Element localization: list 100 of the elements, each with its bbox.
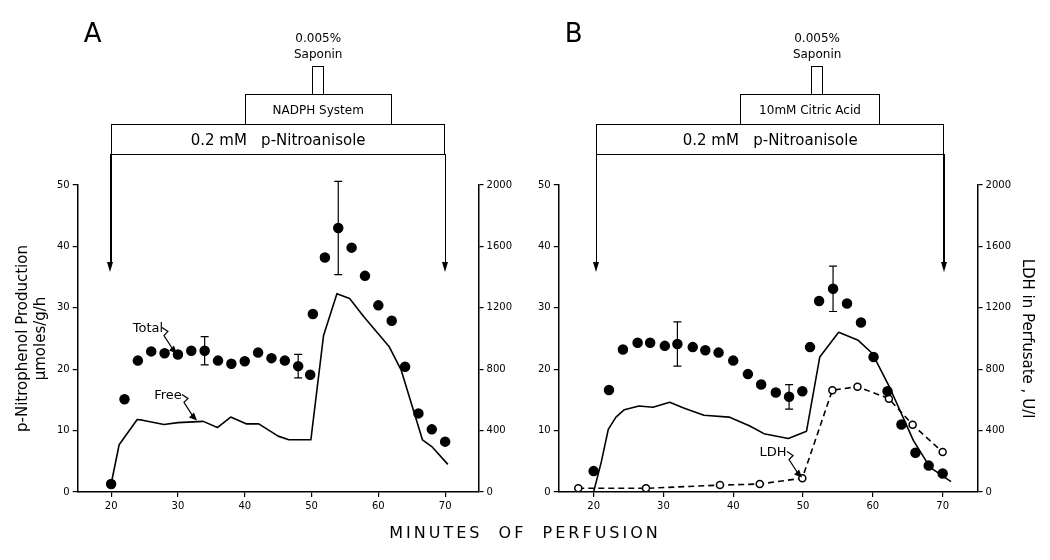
point xyxy=(700,344,711,356)
point xyxy=(603,384,615,396)
x-tick-label: 30 xyxy=(171,499,185,511)
point xyxy=(159,347,170,359)
point xyxy=(882,386,893,397)
y2-tick-label: 1200 xyxy=(985,301,1011,313)
point xyxy=(813,295,825,307)
point xyxy=(386,315,397,326)
y-tick-label: 40 xyxy=(537,239,551,251)
y2-tick-label: 2000 xyxy=(985,178,1011,190)
annotation: LDH xyxy=(759,444,787,460)
point xyxy=(804,341,816,353)
point xyxy=(896,419,907,430)
x-axis-title: MINUTES OF PERFUSION xyxy=(389,522,661,542)
point xyxy=(426,424,438,435)
point xyxy=(279,355,291,366)
y-tick-label: 50 xyxy=(56,178,70,190)
x-tick-label: 20 xyxy=(104,499,118,511)
point xyxy=(797,386,808,397)
point xyxy=(105,478,117,490)
y2-tick-label: 400 xyxy=(985,424,1005,436)
point xyxy=(770,387,782,398)
point xyxy=(755,479,765,489)
point xyxy=(266,352,277,364)
x-tick-label: 20 xyxy=(587,499,600,511)
point xyxy=(212,355,224,366)
y2-tick-label: 1600 xyxy=(985,239,1011,251)
x-tick-label: 40 xyxy=(726,499,740,511)
y2-tick-label: 800 xyxy=(486,362,506,374)
chart-title: A xyxy=(83,18,102,48)
x-tick-label: 50 xyxy=(305,499,318,511)
y-tick-label: 50 xyxy=(537,178,551,190)
x-tick-label: 40 xyxy=(238,499,252,511)
y2-tick-label: 800 xyxy=(985,362,1005,374)
point xyxy=(855,317,867,328)
annotation: Total xyxy=(131,320,164,336)
y2-tick-label: 1200 xyxy=(486,301,512,313)
point xyxy=(399,361,411,372)
point xyxy=(937,468,948,479)
y-tick-label: 30 xyxy=(56,301,70,313)
point xyxy=(659,340,671,352)
point xyxy=(742,368,754,380)
point xyxy=(727,355,739,366)
y2-tick-label: 400 xyxy=(486,424,506,436)
x-tick-label: 60 xyxy=(371,499,385,511)
y-axis-title: p-Nitrophenol Production μmoles/g/h xyxy=(12,245,49,432)
point xyxy=(145,346,157,357)
point xyxy=(373,300,384,311)
point xyxy=(715,480,725,490)
y2-tick-label: 0 xyxy=(486,485,493,497)
y-tick-label: 10 xyxy=(56,424,70,436)
y-tick-label: 20 xyxy=(56,362,70,374)
point xyxy=(908,420,917,430)
point xyxy=(632,337,643,349)
point xyxy=(226,358,237,369)
chart-title: B xyxy=(564,18,583,48)
annotation: Free xyxy=(154,387,182,403)
point xyxy=(910,447,921,458)
point xyxy=(713,347,724,358)
point xyxy=(413,408,424,419)
x-tick-label: 50 xyxy=(796,499,810,511)
x-tick-label: 70 xyxy=(936,499,950,511)
x-tick-label: 70 xyxy=(438,499,452,511)
point xyxy=(304,369,316,380)
y2-tick-label: 1600 xyxy=(486,239,512,251)
point xyxy=(755,379,767,390)
y-tick-label: 10 xyxy=(537,424,551,436)
y2-tick-label: 0 xyxy=(985,485,992,497)
y-tick-label: 20 xyxy=(537,362,551,374)
point xyxy=(346,242,357,253)
point xyxy=(868,351,879,363)
y-tick-label: 40 xyxy=(56,239,70,251)
point xyxy=(239,355,250,367)
point xyxy=(319,252,331,263)
point xyxy=(938,447,947,457)
point xyxy=(853,382,862,391)
point xyxy=(884,394,894,403)
point xyxy=(307,308,319,320)
point xyxy=(841,298,853,309)
point xyxy=(252,347,264,358)
point xyxy=(132,355,144,366)
y-tick-label: 0 xyxy=(63,485,70,497)
y-tick-label: 30 xyxy=(537,301,551,313)
point xyxy=(588,465,599,477)
point xyxy=(172,349,184,360)
point xyxy=(186,345,197,357)
x-tick-label: 60 xyxy=(866,499,880,511)
point xyxy=(923,460,934,471)
point xyxy=(119,394,130,405)
point xyxy=(798,473,807,483)
point xyxy=(644,337,656,349)
point xyxy=(439,436,451,447)
point xyxy=(617,344,629,355)
point xyxy=(574,484,583,492)
point xyxy=(359,270,371,282)
y2-axis-title: LDH in Perfusate , U/l xyxy=(1019,258,1038,419)
point xyxy=(641,484,651,492)
x-tick-label: 30 xyxy=(657,499,670,511)
point xyxy=(828,385,837,395)
y-tick-label: 0 xyxy=(544,485,551,497)
